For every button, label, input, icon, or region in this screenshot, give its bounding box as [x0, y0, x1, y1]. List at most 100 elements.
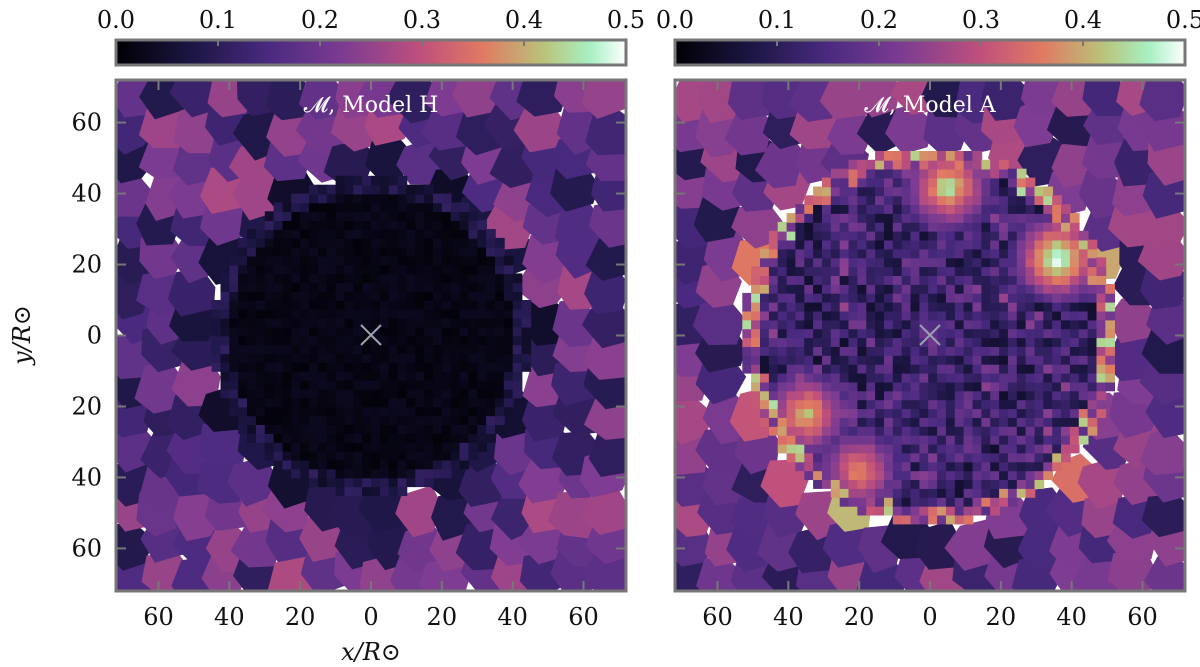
heatmap-cell	[388, 379, 399, 390]
heatmap-cell	[1007, 248, 1018, 259]
heatmap-cell	[255, 344, 266, 355]
heatmap-cell	[273, 335, 284, 346]
heatmap-cell	[866, 159, 876, 170]
heatmap-cell	[450, 264, 461, 275]
heatmap-cell	[945, 257, 956, 268]
heatmap-cell	[317, 255, 328, 266]
heatmap-cell	[238, 353, 248, 363]
heatmap-cell	[424, 371, 434, 381]
heatmap-cell	[486, 433, 496, 443]
heatmap-cell	[866, 434, 876, 445]
heatmap-cell	[388, 371, 399, 381]
heatmap-cell	[388, 424, 399, 434]
heatmap-cell	[857, 399, 868, 410]
heatmap-cell	[901, 497, 912, 507]
heatmap-cell	[963, 275, 974, 285]
heatmap-cell	[264, 353, 275, 363]
heatmap-cell	[919, 292, 930, 303]
heatmap-cell	[264, 335, 275, 346]
heatmap-cell	[990, 443, 1000, 454]
heatmap-cell	[884, 479, 894, 489]
heatmap-cell	[424, 264, 434, 275]
heatmap-cell	[830, 275, 841, 285]
heatmap-cell	[928, 292, 938, 303]
heatmap-cell	[468, 237, 479, 248]
heatmap-cell	[1069, 417, 1080, 427]
heatmap-cell	[910, 248, 921, 259]
heatmap-cell	[901, 417, 912, 427]
heatmap-cell	[928, 186, 938, 197]
heatmap-cell	[521, 326, 532, 337]
heatmap-cell	[273, 353, 284, 363]
heatmap-cell	[1078, 328, 1089, 339]
heatmap-cell	[441, 362, 452, 372]
heatmap-cell	[220, 388, 231, 399]
heatmap-cell	[928, 488, 938, 498]
heatmap-cell	[768, 275, 779, 285]
heatmap-cell	[424, 282, 434, 292]
heatmap-cell	[839, 461, 850, 472]
heatmap-cell	[1061, 292, 1071, 303]
heatmap-cell	[335, 273, 346, 284]
heatmap-cell	[839, 195, 850, 205]
heatmap-cell	[309, 424, 319, 434]
heatmap-cell	[1052, 328, 1062, 339]
heatmap-cell	[777, 248, 788, 259]
heatmap-cell	[282, 264, 293, 275]
heatmap-cell	[424, 468, 434, 479]
heatmap-cell	[548, 491, 599, 539]
heatmap-cell	[813, 319, 823, 330]
heatmap-cell	[326, 344, 337, 355]
heatmap-cell	[486, 415, 496, 425]
heatmap-cell	[309, 184, 319, 195]
heatmap-cell	[282, 335, 293, 346]
heatmap-cell	[1034, 461, 1045, 472]
heatmap-cell	[459, 291, 470, 301]
heatmap-cell	[919, 488, 930, 498]
heatmap-cell	[972, 204, 983, 214]
heatmap-cell	[335, 335, 346, 346]
heatmap-cell	[804, 434, 814, 445]
heatmap-cell	[795, 257, 806, 268]
heatmap-cell	[981, 390, 992, 401]
heatmap-cell	[857, 159, 868, 170]
heatmap-cell	[999, 399, 1009, 410]
heatmap-cell	[919, 204, 930, 214]
heatmap-cell	[229, 255, 239, 266]
heatmap-cell	[1052, 337, 1062, 347]
heatmap-cell	[795, 284, 806, 294]
heatmap-cell	[291, 468, 301, 479]
heatmap-cell	[433, 255, 443, 266]
heatmap-cell	[353, 344, 363, 355]
heatmap-cell	[441, 371, 452, 381]
heatmap-cell	[300, 202, 310, 213]
heatmap-cell	[919, 248, 930, 259]
heatmap-cell	[999, 159, 1009, 170]
heatmap-cell	[954, 292, 965, 303]
heatmap-cell	[255, 326, 266, 337]
heatmap-cell	[822, 284, 832, 294]
heatmap-cell	[901, 284, 912, 294]
heatmap-cell	[945, 434, 956, 445]
heatmap-cell	[768, 399, 779, 410]
heatmap-cell	[813, 434, 823, 445]
heatmap-cell	[813, 372, 823, 383]
heatmap-cell	[1034, 408, 1045, 418]
heatmap-cell	[830, 355, 841, 365]
heatmap-cell	[963, 390, 974, 401]
heatmap-cell	[1061, 390, 1071, 401]
heatmap-cell	[264, 220, 275, 230]
heatmap-cell	[220, 379, 231, 390]
heatmap-cell	[1043, 284, 1053, 294]
heatmap-cell	[804, 372, 814, 383]
heatmap-cell	[371, 388, 381, 399]
heatmap-cell	[875, 310, 885, 321]
heatmap-cell	[433, 424, 443, 434]
heatmap-cell	[309, 202, 319, 213]
heatmap-cell	[866, 505, 876, 516]
heatmap-cell	[999, 355, 1009, 365]
heatmap-cell	[777, 363, 788, 374]
heatmap-cell	[751, 301, 761, 312]
heatmap-cell	[379, 220, 390, 230]
heatmap-cell	[892, 434, 903, 445]
